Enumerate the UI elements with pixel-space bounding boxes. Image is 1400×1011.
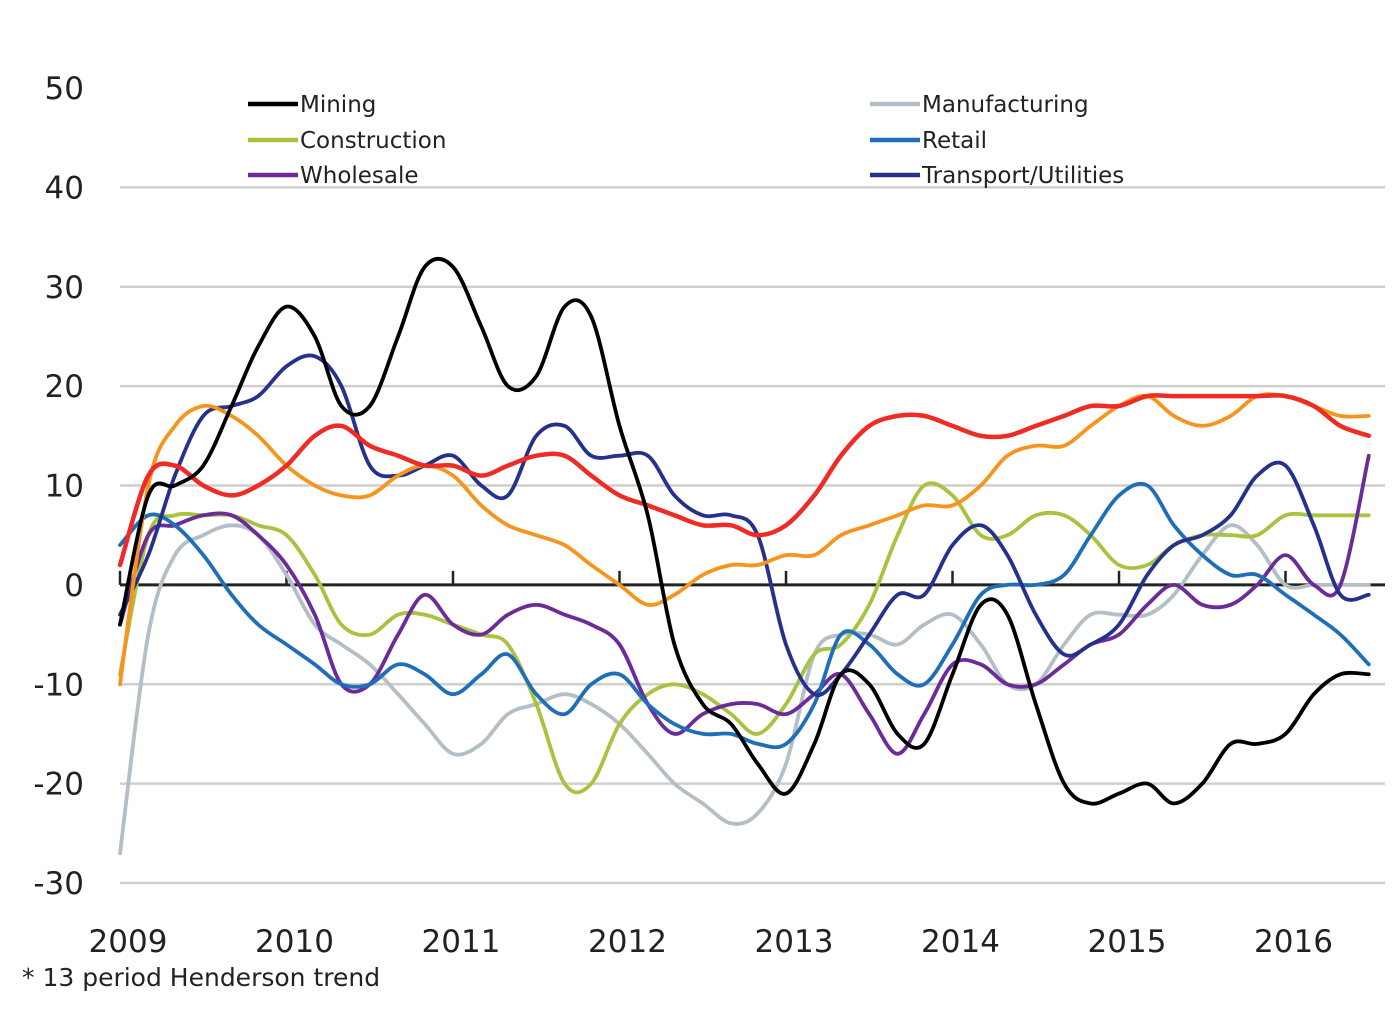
x-tick-label: 2014	[921, 924, 1000, 960]
series-line-construction	[118, 481, 1371, 795]
legend-label: Manufacturing	[922, 92, 1089, 118]
y-tick-label: -30	[33, 866, 84, 902]
legend-label: Transport/Utilities	[921, 163, 1124, 189]
legend: Mining Manufacturing Construction Retail Who…	[248, 92, 1124, 189]
series-line-mining	[118, 256, 1371, 806]
legend-label: Wholesale	[300, 163, 419, 189]
y-tick-label: 30	[45, 270, 84, 306]
series-lines	[117, 256, 1372, 856]
x-tick-label: 2010	[255, 924, 334, 960]
legend-item: Manufacturing	[870, 92, 1089, 118]
y-axis-ticks: 50 40 30 20 10 0 -10 -20 -30	[33, 71, 84, 902]
y-tick-label: 0	[64, 568, 84, 604]
y-tick-label: 20	[45, 369, 84, 405]
series-line-wholesale	[118, 453, 1371, 756]
x-tick-label: 2012	[588, 924, 667, 960]
x-axis: 2009 2010 2011 2012 2013 2014 2015 2016	[89, 570, 1385, 960]
legend-item: Transport/Utilities	[870, 163, 1124, 189]
legend-item: Wholesale	[248, 163, 419, 189]
series-line-retail	[118, 481, 1371, 750]
x-tick-label: 2009	[89, 924, 168, 960]
legend-label: Retail	[922, 128, 987, 154]
legend-item: Mining	[248, 92, 376, 118]
y-tick-label: 50	[45, 71, 84, 107]
series-line-manufacturing	[118, 523, 1371, 856]
y-tick-label: 40	[45, 170, 84, 206]
series-line-series-7-red-	[117, 393, 1372, 568]
footnote: * 13 period Henderson trend	[22, 963, 380, 992]
y-tick-label: -10	[33, 667, 84, 703]
legend-item: Construction	[248, 128, 446, 154]
y-tick-label: 10	[45, 469, 84, 505]
x-tick-label: 2015	[1088, 924, 1167, 960]
legend-item: Retail	[870, 128, 987, 154]
x-tick-label: 2013	[755, 924, 834, 960]
x-tick-label: 2016	[1254, 924, 1333, 960]
series-line-series-8-orange-	[118, 392, 1371, 687]
x-tick-label: 2011	[422, 924, 501, 960]
series-line-transport-utilities	[118, 353, 1371, 698]
y-tick-label: -20	[33, 767, 84, 803]
legend-label: Mining	[300, 92, 376, 118]
legend-label: Construction	[300, 128, 446, 154]
